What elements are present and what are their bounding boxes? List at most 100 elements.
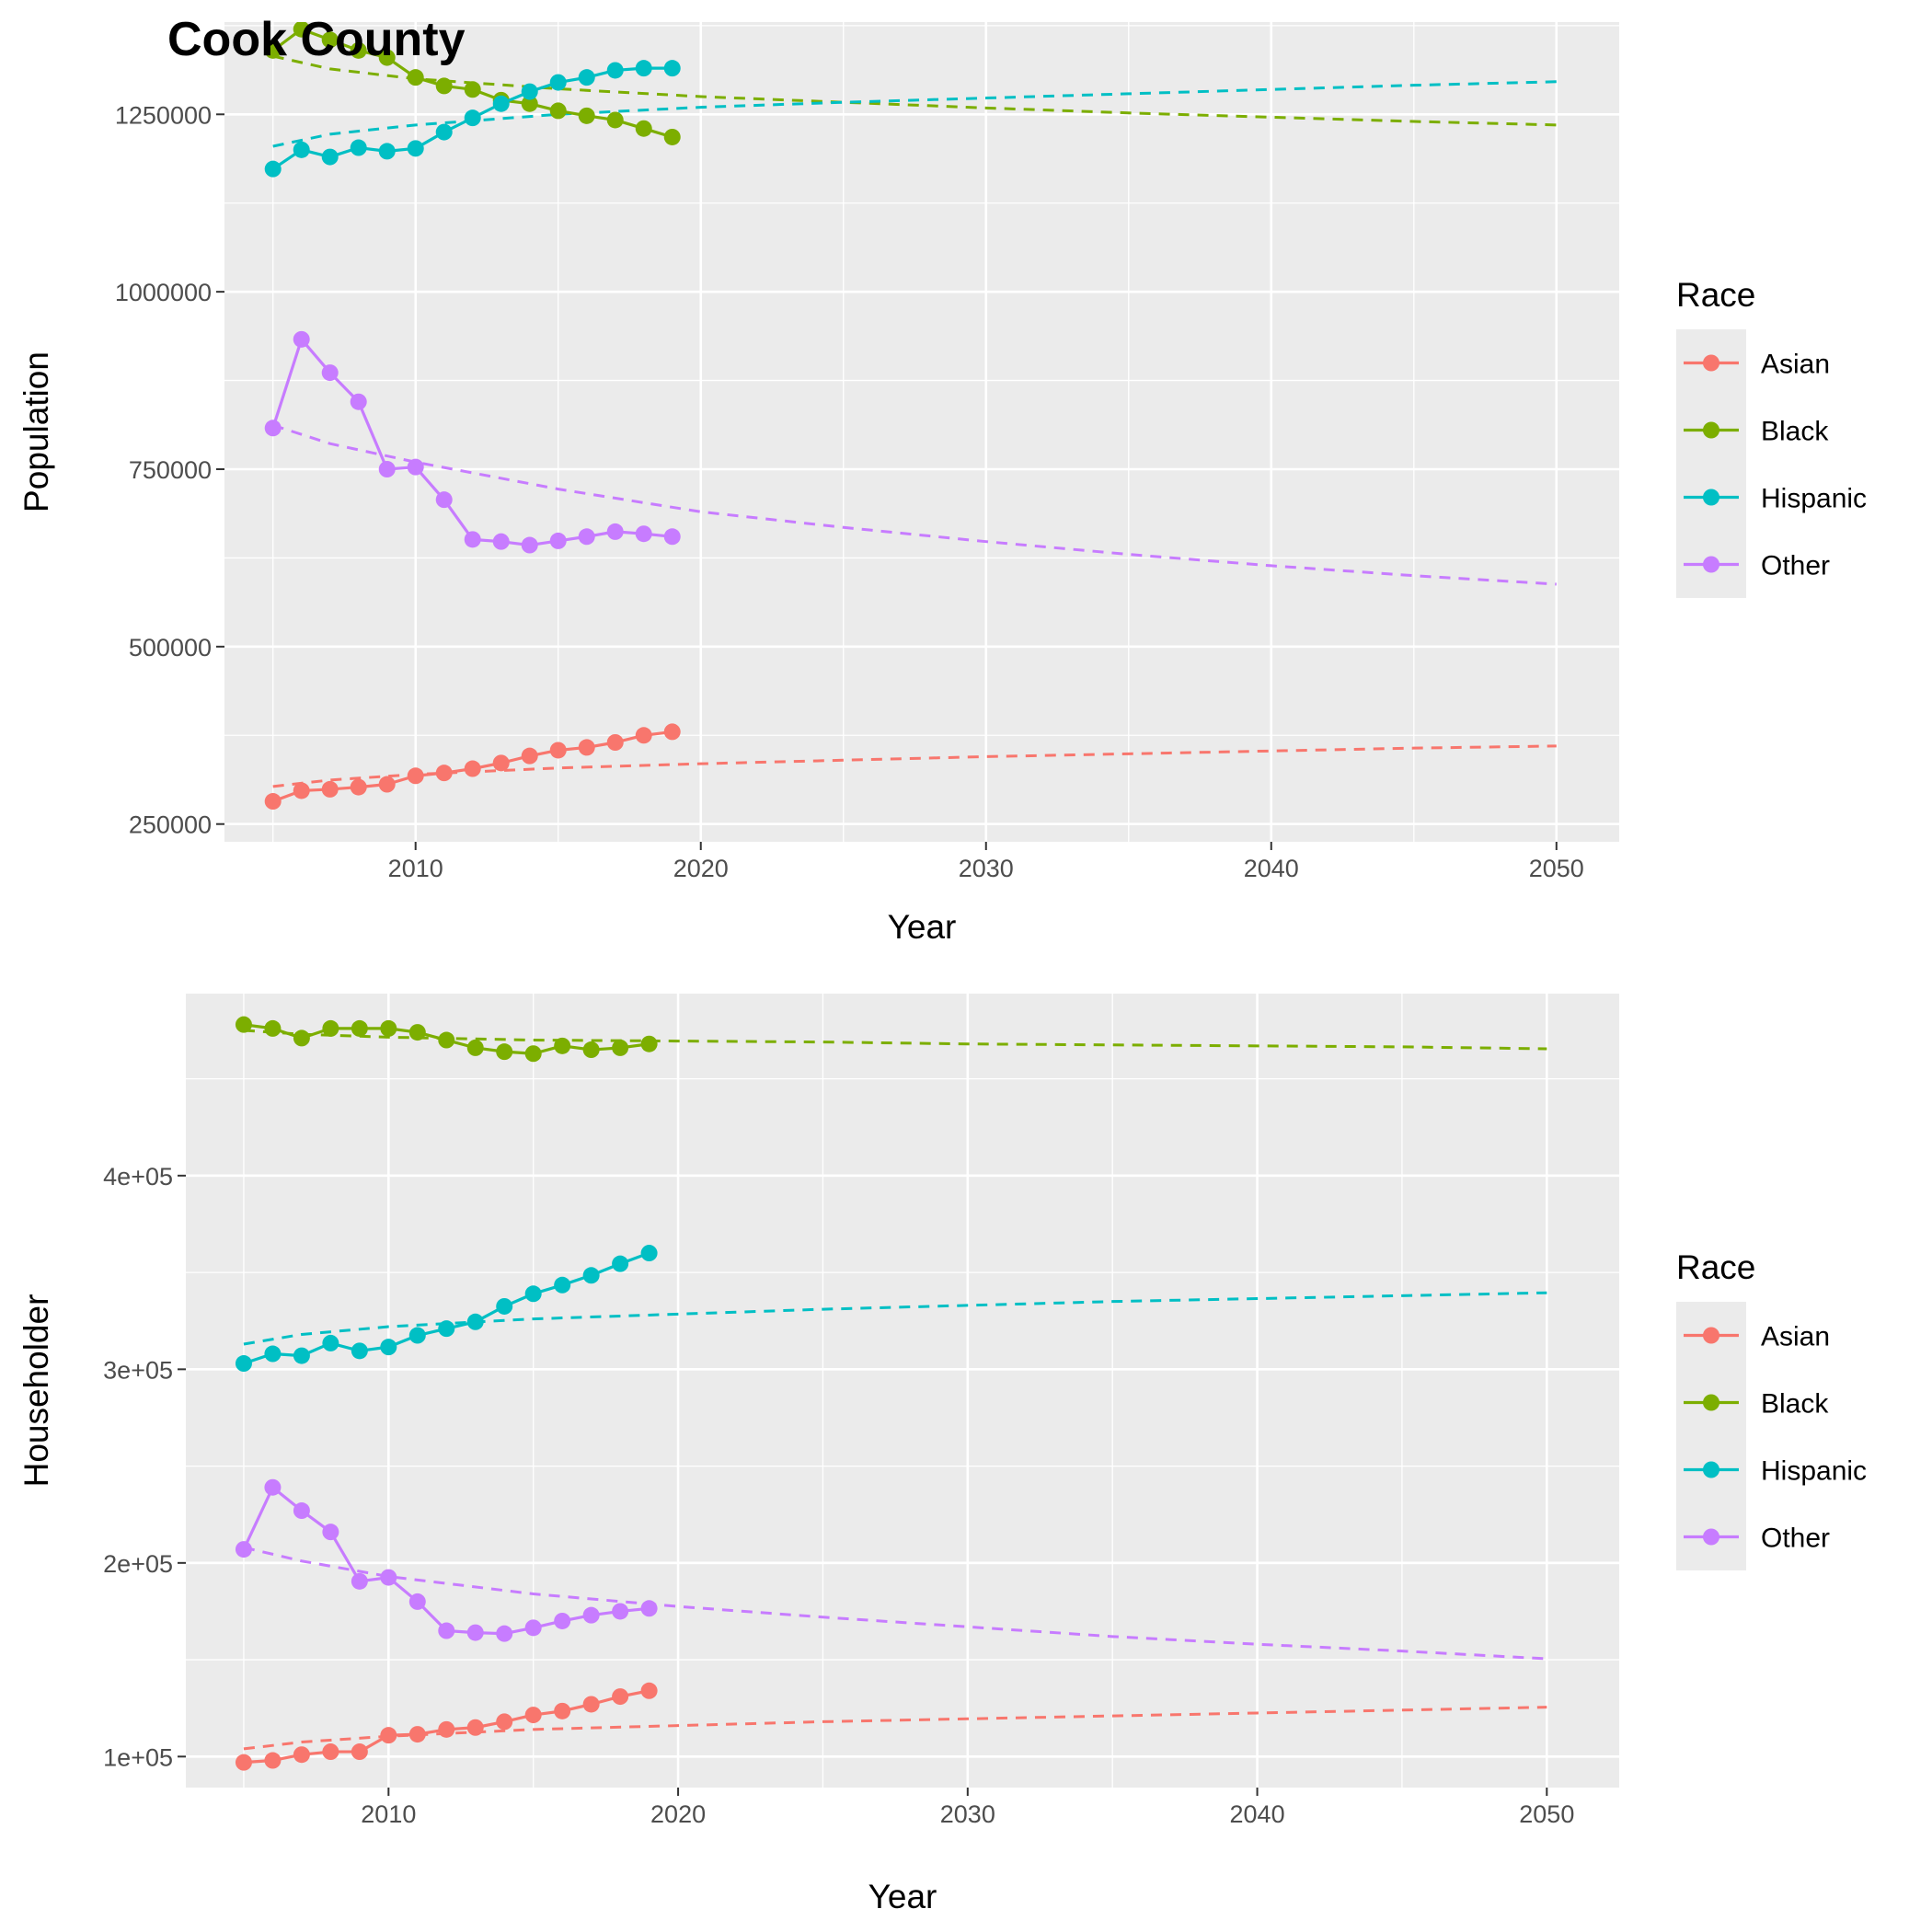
legend-key-point — [1703, 1461, 1719, 1478]
data-point-black — [350, 41, 367, 59]
data-point-black — [435, 77, 453, 95]
data-point-other — [408, 1593, 426, 1610]
y-tick-label: 1000000 — [115, 279, 212, 306]
data-point-other — [438, 1622, 455, 1639]
data-point-hispanic — [264, 1345, 282, 1363]
trend-line-hispanic — [243, 1291, 1547, 1346]
panel-background — [224, 22, 1619, 842]
trend-line-other — [243, 1546, 1547, 1661]
y-tick-label: 3e+05 — [103, 1356, 173, 1384]
data-point-hispanic — [293, 1347, 310, 1364]
trend-line-black — [272, 54, 1557, 127]
x-tick-label: 2030 — [940, 1800, 995, 1828]
data-point-asian — [407, 767, 424, 785]
data-point-other — [378, 461, 396, 477]
data-point-asian — [582, 1696, 600, 1713]
data-point-asian — [663, 723, 681, 741]
y-tick-label: 2e+05 — [103, 1550, 173, 1578]
y-tick-label: 500000 — [129, 634, 212, 661]
data-point-asian — [612, 1688, 629, 1706]
data-point-other — [350, 393, 367, 410]
data-point-asian — [578, 739, 595, 756]
data-point-black — [264, 1019, 282, 1037]
legend-key-background — [1676, 1302, 1746, 1570]
data-point-hispanic — [554, 1276, 571, 1294]
data-point-asian — [378, 776, 396, 793]
y-tick-label: 1e+05 — [103, 1743, 173, 1771]
data-point-asian — [321, 780, 339, 798]
data-point-other — [612, 1603, 629, 1620]
legend-key-point — [1703, 489, 1719, 506]
data-point-asian — [640, 1682, 658, 1699]
data-point-asian — [524, 1707, 542, 1724]
data-point-black — [524, 1045, 542, 1063]
data-point-other — [321, 364, 339, 382]
trend-line-hispanic — [272, 80, 1557, 148]
data-point-asian — [464, 760, 481, 777]
data-point-black — [549, 102, 567, 120]
data-point-black — [293, 22, 310, 38]
legend-key-point — [1703, 1327, 1719, 1344]
data-point-other — [663, 528, 681, 546]
data-point-asian — [492, 754, 510, 772]
data-point-hispanic — [640, 1245, 658, 1262]
data-point-hispanic — [496, 1297, 513, 1315]
data-point-other — [640, 1600, 658, 1617]
data-point-black — [408, 1024, 426, 1041]
data-point-black — [466, 1039, 484, 1056]
data-point-other — [524, 1619, 542, 1637]
data-point-hispanic — [351, 1342, 368, 1360]
legend-key-point — [1703, 354, 1719, 372]
data-point-asian — [549, 742, 567, 759]
data-point-other — [492, 533, 510, 550]
data-point-black — [554, 1037, 571, 1054]
legend-key-point — [1703, 1394, 1719, 1411]
data-point-asian — [606, 734, 624, 751]
x-axis-title: Year — [888, 908, 957, 946]
data-point-hispanic — [521, 83, 538, 100]
legend-label-hispanic: Hispanic — [1761, 484, 1867, 514]
data-point-asian — [635, 727, 652, 744]
data-point-hispanic — [578, 69, 595, 86]
data-point-hispanic — [606, 62, 624, 79]
x-tick-label: 2040 — [1244, 855, 1299, 882]
data-point-hispanic — [322, 1334, 339, 1351]
plot-area — [235, 1016, 1547, 1771]
x-tick-label: 2020 — [673, 855, 729, 882]
data-point-asian — [438, 1720, 455, 1738]
data-point-other — [578, 528, 595, 546]
data-point-other — [521, 536, 538, 554]
data-point-hispanic — [235, 1355, 252, 1373]
data-point-other — [464, 531, 481, 548]
data-point-asian — [351, 1743, 368, 1761]
data-point-other — [322, 1524, 339, 1541]
data-point-asian — [408, 1726, 426, 1743]
data-point-hispanic — [407, 140, 424, 157]
data-point-hispanic — [612, 1255, 629, 1272]
data-point-black — [407, 69, 424, 86]
data-point-black — [640, 1035, 658, 1052]
data-point-other — [293, 330, 310, 348]
x-tick-label: 2050 — [1529, 855, 1584, 882]
legend-label-other: Other — [1761, 551, 1830, 581]
data-point-hispanic — [438, 1320, 455, 1338]
legend: Race Asian Black Hispanic Other — [1676, 276, 1867, 598]
data-point-asian — [521, 747, 538, 765]
x-tick-label: 2010 — [388, 855, 443, 882]
data-point-hispanic — [293, 141, 310, 158]
plot-title: Cook County — [167, 13, 466, 66]
data-point-other — [407, 458, 424, 476]
legend-label-black: Black — [1761, 417, 1829, 447]
data-point-black — [235, 1016, 252, 1033]
data-point-black — [521, 95, 538, 112]
data-point-black — [496, 1043, 513, 1061]
y-axis-title: Householder — [17, 1294, 55, 1488]
x-tick-label: 2010 — [361, 1800, 416, 1828]
legend-title: Race — [1676, 276, 1755, 314]
legend-title: Race — [1676, 1248, 1755, 1286]
data-point-black — [378, 49, 396, 66]
legend-label-asian: Asian — [1761, 350, 1830, 380]
legend-key-point — [1703, 421, 1719, 439]
data-point-other — [351, 1572, 368, 1590]
